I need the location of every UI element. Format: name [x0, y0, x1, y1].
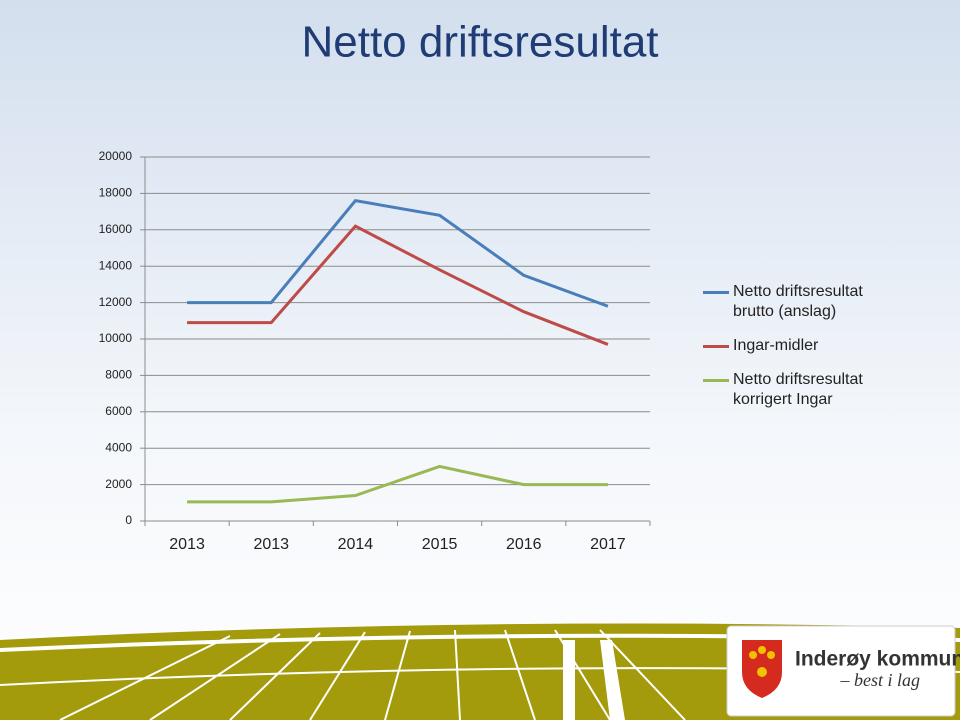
legend-label: Netto driftsresultat korrigert Ingar: [733, 371, 863, 408]
y-tick-label: 6000: [105, 404, 132, 418]
x-tick-label: 2014: [338, 536, 374, 553]
y-tick-label: 18000: [99, 186, 133, 200]
legend-label: Ingar-midler: [733, 337, 819, 354]
y-tick-label: 16000: [99, 222, 133, 236]
series-line: [187, 199, 609, 308]
y-tick-label: 2000: [105, 477, 132, 491]
series-line: [187, 224, 609, 346]
y-tick-label: 12000: [99, 295, 133, 309]
legend-entry: Netto driftsresultat brutto (anslag): [703, 282, 893, 322]
legend-entry: Netto driftsresultat korrigert Ingar: [703, 370, 893, 410]
y-tick-label: 20000: [99, 149, 133, 163]
legend: Netto driftsresultat brutto (anslag) Inga…: [703, 282, 893, 424]
logo-box: Inderøy kommune – best i lag: [726, 625, 960, 717]
logo-tagline: – best i lag: [840, 670, 921, 690]
x-tick-label: 2016: [506, 536, 542, 553]
y-tick-label: 10000: [99, 331, 133, 345]
y-tick-label: 8000: [105, 368, 132, 382]
legend-swatch: [703, 345, 729, 348]
legend-swatch: [703, 291, 729, 294]
legend-label: Netto driftsresultat brutto (anslag): [733, 283, 863, 320]
x-tick-label: 2017: [590, 536, 626, 553]
y-tick-label: 4000: [105, 440, 132, 454]
series-line: [187, 464, 608, 504]
x-tick-label: 2013: [253, 536, 289, 553]
legend-swatch: [703, 379, 729, 382]
x-tick-label: 2015: [422, 536, 458, 553]
y-tick-label: 14000: [99, 258, 133, 272]
x-tick-label: 2013: [169, 536, 205, 553]
legend-entry: Ingar-midler: [703, 336, 893, 356]
chart-title: Netto driftsresultat: [301, 18, 658, 67]
y-tick-label: 0: [125, 513, 132, 527]
logo-name: Inderøy kommune: [795, 648, 960, 671]
